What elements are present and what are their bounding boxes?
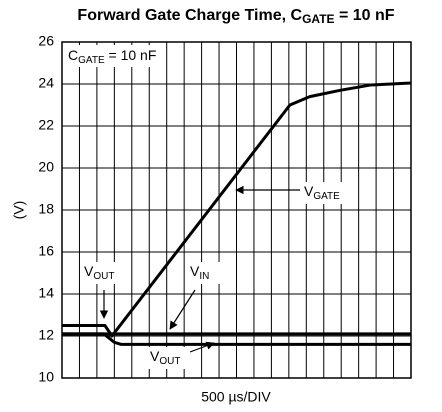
- annotation-arrow: [169, 289, 196, 330]
- text-part: OUT: [159, 356, 180, 367]
- y-tick-label: 12: [38, 327, 54, 343]
- text-part: V: [150, 348, 160, 364]
- annotation-background: [148, 347, 188, 369]
- y-tick-label: 24: [38, 75, 54, 91]
- annotation-background: [302, 182, 350, 204]
- inset-label: CGATE = 10 nF: [68, 47, 156, 66]
- inset-background: [64, 45, 160, 67]
- text-part: V: [304, 183, 314, 199]
- y-axis-label: (V): [11, 201, 27, 220]
- text-part: = 10 nF: [105, 47, 157, 63]
- chart-title: Forward Gate Charge Time, CGATE = 10 nF: [77, 7, 394, 26]
- x-axis-label: 500 µs/DIV: [201, 389, 271, 405]
- text-part: OUT: [93, 271, 114, 282]
- annotation-background: [188, 262, 220, 284]
- text-part: V: [190, 263, 200, 279]
- text-part: IN: [199, 271, 209, 282]
- y-tick-label: 22: [38, 117, 54, 133]
- plot-frame: [61, 41, 412, 379]
- annotation: VIN: [190, 263, 209, 282]
- y-tick-label: 20: [38, 159, 54, 175]
- annotation-background: [82, 262, 122, 284]
- series-line: [62, 81, 412, 338]
- series-line: [62, 332, 411, 346]
- y-tick-label: 26: [38, 33, 54, 49]
- y-tick-label: 16: [38, 243, 54, 259]
- y-tick-label: 10: [38, 369, 54, 385]
- text-part: V: [84, 263, 94, 279]
- y-tick-label: 18: [38, 201, 54, 217]
- text-part: GATE: [313, 191, 340, 202]
- annotation: VOUT: [84, 263, 114, 282]
- annotation-arrow: [189, 341, 215, 353]
- annotation: VOUT: [150, 348, 180, 367]
- text-part: GATE: [78, 55, 105, 66]
- text-part: C: [68, 47, 78, 63]
- annotation: VGATE: [304, 183, 340, 202]
- y-tick-label: 14: [38, 285, 54, 301]
